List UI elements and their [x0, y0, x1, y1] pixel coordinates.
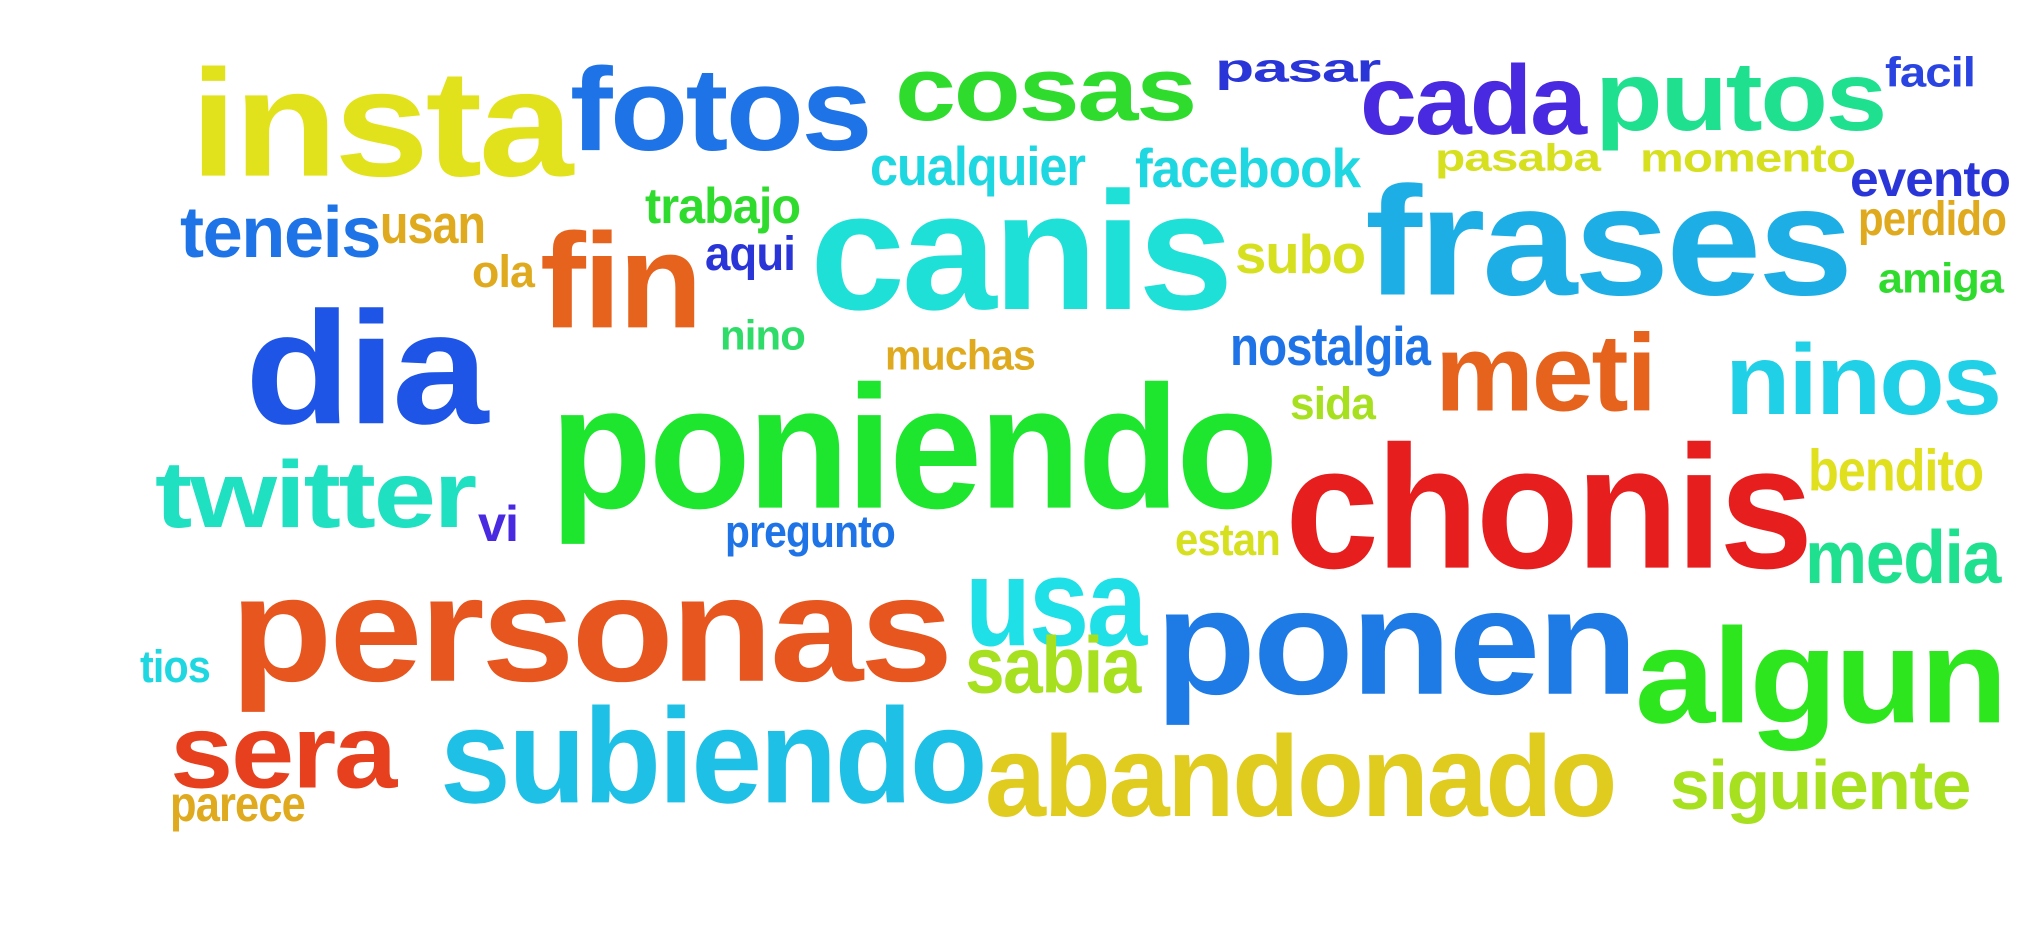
cloud-word: tios [140, 642, 211, 693]
cloud-word: usa [965, 532, 1147, 673]
cloud-word: vi [478, 496, 519, 553]
cloud-word: fin [540, 206, 703, 357]
cloud-word: dia [245, 278, 488, 458]
cloud-word: personas [230, 545, 953, 714]
cloud-word: parece [170, 776, 306, 833]
cloud-word: nino [720, 312, 806, 359]
cloud-word: putos [1595, 41, 1887, 151]
cloud-word: pregunto [725, 507, 896, 558]
cloud-word: chonis [1285, 409, 1813, 605]
cloud-word: subo [1235, 224, 1366, 286]
cloud-word: algun [1635, 601, 2008, 752]
cloud-word: pasar [1215, 45, 1381, 90]
cloud-word: subiendo [440, 681, 988, 832]
cloud-word: ola [472, 247, 535, 298]
cloud-word: insta [190, 38, 573, 209]
cloud-word: nostalgia [1230, 316, 1431, 378]
cloud-word: cosas [895, 39, 1197, 141]
cloud-word: frases [1365, 155, 1853, 328]
cloud-word: siguiente [1670, 745, 1971, 825]
cloud-word: perdido [1858, 191, 2007, 246]
cloud-word: canis [810, 157, 1233, 346]
cloud-word: cada [1360, 45, 1587, 155]
cloud-word: poniendo [550, 349, 1278, 545]
cloud-word: evento [1850, 151, 2011, 208]
cloud-word: aqui [705, 226, 796, 281]
cloud-word: usan [380, 194, 486, 256]
cloud-word: facebook [1135, 138, 1361, 200]
cloud-word: trabajo [645, 178, 801, 235]
cloud-word: sida [1290, 379, 1376, 430]
cloud-word: amiga [1878, 255, 2004, 302]
cloud-word: meti [1435, 311, 1657, 435]
cloud-word: muchas [885, 332, 1036, 379]
cloud-word: fotos [570, 44, 873, 176]
cloud-word: cualquier [870, 136, 1086, 198]
cloud-word: abandonado [985, 712, 1617, 841]
cloud-word: facil [1885, 49, 1976, 96]
cloud-word: twitter [155, 442, 477, 548]
cloud-word: momento [1640, 135, 1856, 180]
cloud-word: ninos [1725, 324, 2002, 436]
cloud-word: media [1805, 515, 2001, 600]
cloud-word: teneis [180, 193, 381, 274]
cloud-word: ponen [1155, 558, 1638, 727]
cloud-word: bendito [1808, 438, 1984, 503]
cloud-word: pasaba [1435, 137, 1601, 180]
cloud-word: sera [170, 693, 397, 811]
cloud-word: sabia [965, 620, 1141, 710]
cloud-word: estan [1175, 515, 1281, 566]
